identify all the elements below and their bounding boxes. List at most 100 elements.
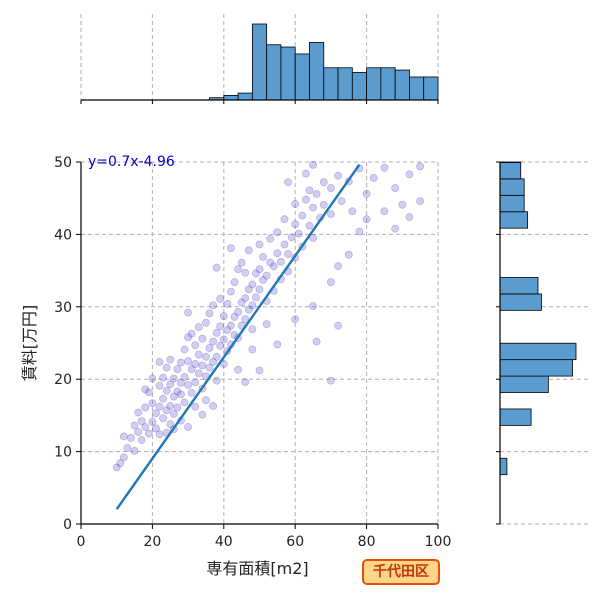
scatter-point <box>256 367 263 374</box>
scatter-point <box>181 346 188 353</box>
scatter-point <box>149 399 156 406</box>
scatter-point <box>135 409 142 416</box>
scatter-point <box>263 272 270 279</box>
scatter-point <box>227 245 234 252</box>
scatter-point <box>249 281 256 288</box>
scatter-point <box>334 172 341 179</box>
x-hist-bar <box>338 68 352 100</box>
scatter-point <box>120 433 127 440</box>
scatter-point <box>202 397 209 404</box>
y-hist-bar <box>500 376 548 392</box>
scatter-point <box>217 342 224 349</box>
scatter-point <box>313 338 320 345</box>
x-hist-bar <box>352 72 366 100</box>
scatter-point <box>263 321 270 328</box>
scatter-point <box>249 302 256 309</box>
scatter-point <box>124 444 131 451</box>
scatter-point <box>195 370 202 377</box>
y-hist-bar <box>500 179 524 195</box>
regression-line <box>117 165 360 510</box>
regression-equation: y=0.7x-4.96 <box>88 154 175 170</box>
y-hist-bar <box>500 343 576 359</box>
scatter-point <box>160 395 167 402</box>
scatter-point <box>302 196 309 203</box>
x-tick-label: 100 <box>425 534 452 550</box>
scatter-point <box>270 263 277 270</box>
scatter-point <box>281 216 288 223</box>
scatter-point <box>349 208 356 215</box>
scatter-point <box>192 342 199 349</box>
scatter-point <box>167 356 174 363</box>
x-tick-label: 40 <box>215 534 233 550</box>
scatter-point <box>181 373 188 380</box>
scatter-point <box>177 359 184 366</box>
scatter-point <box>309 302 316 309</box>
scatter-point <box>131 447 138 454</box>
x-tick-label: 80 <box>358 534 376 550</box>
scatter-point <box>185 358 192 365</box>
scatter-point <box>145 430 152 437</box>
scatter-point <box>209 302 216 309</box>
scatter-point <box>192 378 199 385</box>
scatter-point <box>370 174 377 181</box>
y-hist-bar <box>500 409 531 425</box>
scatter-point <box>320 201 327 208</box>
scatter-point <box>156 403 163 410</box>
scatter-point <box>156 358 163 365</box>
scatter-point <box>209 338 216 345</box>
y-tick-label: 40 <box>54 227 72 243</box>
x-hist-bar <box>281 47 295 100</box>
scatter-point <box>160 415 167 422</box>
scatter-point <box>213 353 220 360</box>
scatter-point <box>195 351 202 358</box>
scatter-point <box>309 161 316 168</box>
x-hist-bar <box>295 54 309 100</box>
scatter-point <box>127 434 134 441</box>
scatter-point <box>238 259 245 266</box>
scatter-point <box>185 381 192 388</box>
x-hist-bar <box>367 68 381 100</box>
scatter-point <box>199 335 206 342</box>
scatter-point <box>327 279 334 286</box>
scatter-point <box>245 247 252 254</box>
scatter-point <box>231 279 238 286</box>
scatter-point <box>249 326 256 333</box>
scatter-point <box>338 197 345 204</box>
scatter-point <box>174 404 181 411</box>
scatter-point <box>213 329 220 336</box>
scatter-point <box>149 375 156 382</box>
scatter-point <box>306 187 313 194</box>
x-hist-bar <box>395 70 409 100</box>
scatter-point <box>149 418 156 425</box>
x-tick-label: 60 <box>286 534 304 550</box>
scatter-point <box>181 399 188 406</box>
scatter-point <box>177 391 184 398</box>
scatter-point <box>399 201 406 208</box>
y-tick-label: 20 <box>54 372 72 388</box>
scatter-point <box>345 251 352 258</box>
y-axis-title: 賃料[万円] <box>20 305 39 382</box>
scatter-point <box>242 295 249 302</box>
scatter-point <box>295 230 302 237</box>
scatter-point <box>417 197 424 204</box>
scatter-point <box>217 323 224 330</box>
scatter-point <box>327 377 334 384</box>
scatter-point <box>406 213 413 220</box>
scatter-point <box>292 200 299 207</box>
scatter-point <box>292 221 299 228</box>
scatter-point <box>392 225 399 232</box>
scatter-point <box>281 241 288 248</box>
scatter-point <box>160 374 167 381</box>
scatter-point <box>156 382 163 389</box>
scatter-point <box>120 454 127 461</box>
scatter-point <box>284 250 291 257</box>
scatter-point <box>234 366 241 373</box>
scatter-point <box>381 164 388 171</box>
scatter-point <box>227 288 234 295</box>
scatter-point <box>213 377 220 384</box>
scatter-point <box>234 308 241 315</box>
scatter-point <box>299 212 306 219</box>
x-tick-label: 20 <box>143 534 161 550</box>
scatter-point <box>381 208 388 215</box>
